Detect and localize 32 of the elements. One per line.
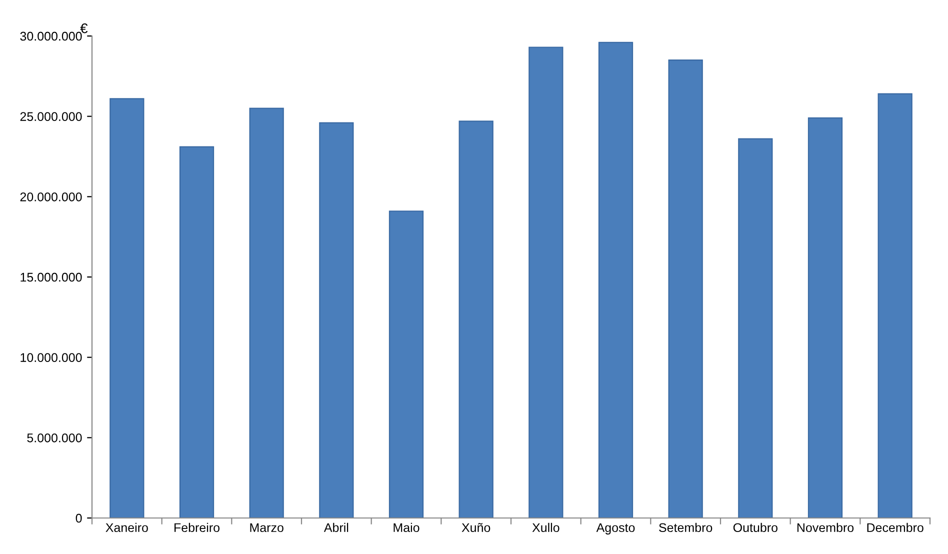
y-tick-label: 15.000.000 [20,272,82,282]
y-axis-title: € [80,23,88,34]
x-tick-label: Marzo [250,523,284,532]
x-tick-label: Setembro [659,522,712,532]
y-tick-label: 25.000.000 [20,112,82,121]
y-tick-label: 20.000.000 [20,192,82,202]
x-tick-label: Decembro [867,522,924,532]
bar [458,120,494,518]
x-tick-label: Outubro [733,522,778,532]
bar [179,146,214,518]
x-tick-label: Xaneiro [106,522,148,532]
bar [668,60,703,518]
bar [808,117,843,518]
x-tick-label: Agosto [596,523,635,535]
bar [249,108,284,518]
bar [388,210,424,518]
y-tick-label: 10.000.000 [20,353,82,362]
y-tick-label: 5.000.000 [27,433,82,442]
y-tick-label: 30.000.000 [20,32,82,41]
bar [110,98,144,518]
bar [878,93,912,518]
x-tick-label: Xullo [532,522,560,532]
bar [319,122,354,518]
bar [738,138,773,518]
x-tick-label: Febreiro [174,522,220,532]
y-tick-label: 0 [76,514,82,523]
bar [598,42,634,518]
x-tick-label: Maio [394,522,420,532]
x-tick-label: Novembro [797,522,854,532]
x-tick-label: Xuño [462,522,490,532]
x-tick-label: Abril [324,522,348,532]
bar [528,46,564,518]
